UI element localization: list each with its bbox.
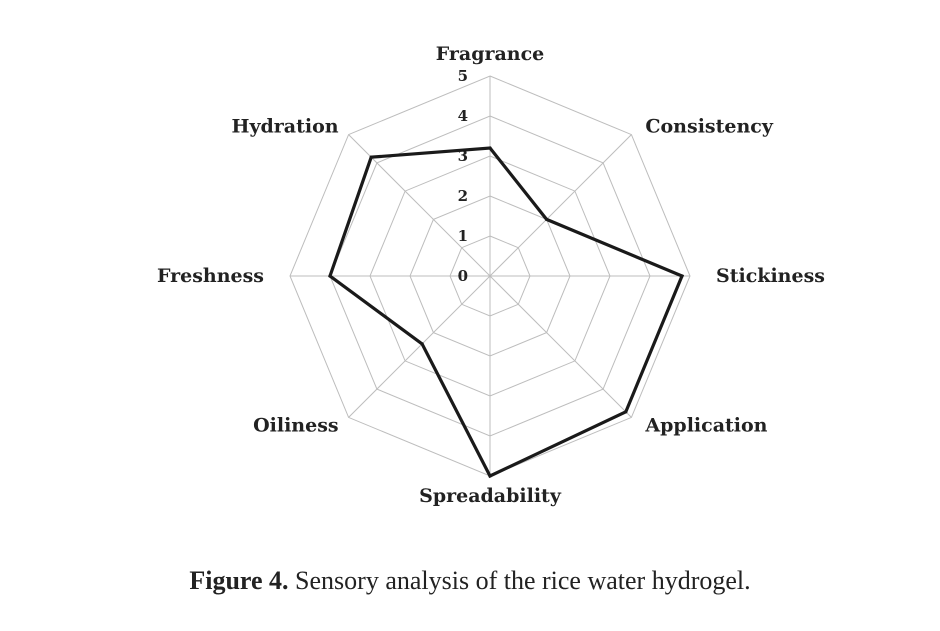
axis-label-stickiness: Stickiness <box>716 265 825 287</box>
axis-label-fragrance: Fragrance <box>436 43 545 65</box>
radial-tick-labels: 0 1 2 3 4 5 <box>458 67 468 285</box>
tick-label-0: 0 <box>458 267 468 285</box>
tick-label-4: 4 <box>458 107 468 125</box>
spoke-1 <box>489 134 632 277</box>
data-point-application <box>624 410 628 414</box>
data-point-stickiness <box>680 274 684 278</box>
tick-label-5: 5 <box>458 67 468 85</box>
data-point-consistency <box>545 217 549 221</box>
caption-text: Sensory analysis of the rice water hydro… <box>288 566 751 595</box>
figure-caption: Figure 4. Sensory analysis of the rice w… <box>0 566 940 596</box>
axis-label-hydration: Hydration <box>232 116 339 138</box>
spoke-3 <box>489 275 632 418</box>
data-point-freshness <box>328 274 332 278</box>
data-point-spreadability <box>488 474 492 478</box>
axis-label-freshness: Freshness <box>157 265 264 287</box>
tick-label-1: 1 <box>458 227 468 245</box>
tick-label-2: 2 <box>458 187 468 205</box>
axis-label-spreadability: Spreadability <box>419 485 562 507</box>
axis-labels: Fragrance Consistency Stickiness Applicatio… <box>157 43 825 507</box>
series-polygon-0 <box>328 146 685 479</box>
data-point-oiliness <box>420 342 424 346</box>
spoke-5 <box>348 275 491 418</box>
axis-label-application: Application <box>644 414 767 436</box>
tick-label-3: 3 <box>458 147 468 165</box>
radar-grid <box>289 75 691 477</box>
data-point-hydration <box>369 155 373 159</box>
series-layer <box>328 146 685 479</box>
axis-label-consistency: Consistency <box>645 116 773 138</box>
caption-label: Figure 4. <box>189 566 289 595</box>
data-point-fragrance <box>488 146 492 150</box>
axis-label-oiliness: Oiliness <box>253 414 339 436</box>
